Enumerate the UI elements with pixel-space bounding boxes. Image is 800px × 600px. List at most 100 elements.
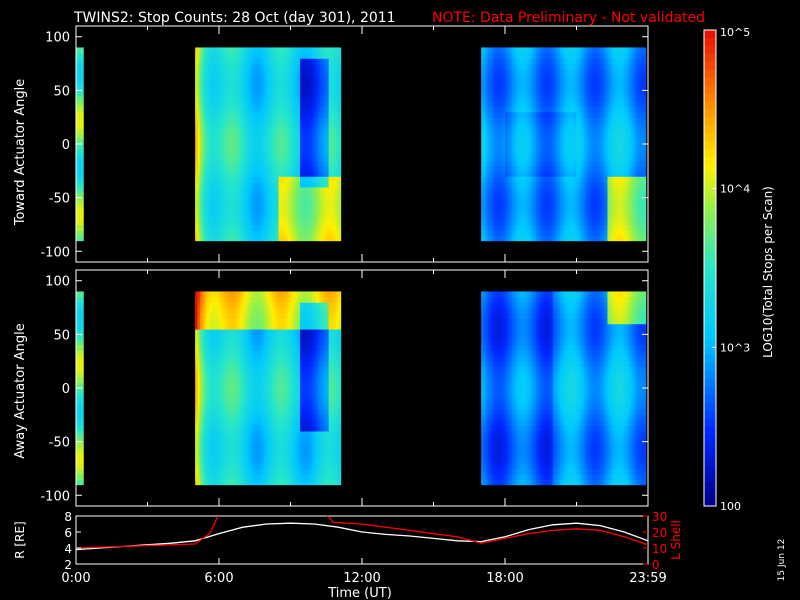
heat-cell: [245, 203, 249, 209]
heat-cell: [223, 95, 227, 102]
heat-cell: [273, 58, 277, 65]
heat-cell: [519, 85, 523, 91]
heat-cell: [276, 208, 280, 215]
heat-cell: [314, 85, 318, 91]
heat-cell: [488, 213, 492, 220]
heat-cell: [488, 144, 492, 150]
heat-cell: [209, 63, 213, 70]
heat-cell: [531, 90, 535, 97]
heat-cell: [595, 213, 599, 220]
heat-cell: [285, 138, 289, 145]
heat-cell: [535, 52, 539, 59]
heat-cell: [559, 90, 563, 97]
heat-cell: [578, 186, 582, 193]
heat-cell: [531, 154, 535, 161]
heat-cell: [614, 235, 618, 242]
heat-cell: [254, 133, 258, 140]
heat-cell: [319, 176, 323, 183]
heat-cell: [76, 329, 79, 335]
heat-cell: [216, 101, 220, 108]
heat-cell: [571, 111, 575, 118]
heat-cell: [259, 68, 263, 75]
heat-cell: [545, 224, 549, 231]
heat-cell: [326, 85, 330, 91]
heat-cell: [617, 208, 620, 215]
heat-cell: [211, 85, 215, 91]
heat-cell: [211, 58, 215, 65]
heat-cell: [481, 79, 485, 86]
heat-cell: [209, 213, 213, 220]
heat-cell: [295, 79, 299, 86]
heat-cell: [226, 95, 230, 102]
heat-cell: [333, 106, 337, 113]
heat-cell: [531, 79, 535, 86]
heat-cell: [485, 90, 489, 97]
heat-cell: [605, 186, 609, 193]
heat-cell: [216, 138, 220, 145]
heat-cell: [507, 203, 511, 209]
heat-cell: [566, 165, 570, 172]
heat-cell: [283, 154, 287, 161]
heat-cell: [547, 101, 551, 108]
heat-cell: [578, 208, 582, 215]
heat-cell: [481, 192, 485, 199]
heat-cell: [493, 149, 497, 156]
heat-cell: [197, 79, 201, 86]
heat-cell: [555, 74, 559, 81]
heat-cell: [593, 133, 597, 140]
heat-cell: [226, 144, 230, 150]
heat-cell: [514, 111, 518, 118]
heat-cell: [235, 192, 239, 199]
heat-cell: [636, 133, 640, 140]
heat-cell: [197, 95, 201, 102]
heat-cell: [505, 219, 508, 226]
heat-cell: [528, 133, 532, 140]
heat-cell: [319, 203, 323, 209]
heat-cell: [547, 47, 551, 54]
heat-cell: [221, 47, 225, 54]
heat-cell: [285, 90, 289, 97]
heat-cell: [481, 101, 485, 108]
heat-cell: [292, 192, 296, 199]
heat-cell: [481, 160, 485, 167]
heat-cell: [78, 197, 82, 204]
heat-cell: [80, 473, 84, 480]
heat-cell: [516, 192, 520, 199]
heat-cell: [528, 106, 532, 113]
heat-cell: [590, 101, 594, 108]
heat-cell: [328, 90, 332, 97]
heat-cell: [247, 79, 251, 86]
heat-cell: [495, 165, 499, 172]
heat-cell: [552, 186, 556, 193]
heat-cell: [338, 127, 342, 134]
heat-cell: [602, 208, 606, 215]
heat-cell: [643, 85, 647, 91]
heat-cell: [276, 106, 280, 113]
heat-cell: [545, 181, 549, 188]
heat-cell: [547, 127, 551, 134]
heat-cell: [500, 149, 504, 156]
heat-cell: [543, 219, 547, 226]
heat-cell: [502, 170, 506, 177]
heat-cell: [297, 90, 301, 97]
heat-cell: [254, 160, 258, 167]
heat-cell: [266, 122, 270, 129]
heat-cell: [569, 127, 573, 134]
heat-cell: [519, 106, 523, 113]
heat-cell: [242, 154, 246, 161]
heat-cell: [209, 90, 213, 97]
heat-cell: [612, 235, 616, 242]
heat-cell: [597, 197, 601, 204]
heat-cell: [566, 213, 570, 220]
heat-cell: [292, 52, 296, 59]
heat-cell: [288, 208, 292, 215]
heat-cell: [295, 181, 299, 188]
heat-cell: [481, 203, 485, 209]
heat-cell: [240, 170, 244, 177]
heat-cell: [333, 186, 337, 193]
heat-cell: [581, 127, 585, 134]
heat-cell: [292, 160, 296, 167]
heat-cell: [631, 144, 635, 150]
heat-cell: [638, 213, 642, 220]
heat-cell: [230, 58, 234, 65]
